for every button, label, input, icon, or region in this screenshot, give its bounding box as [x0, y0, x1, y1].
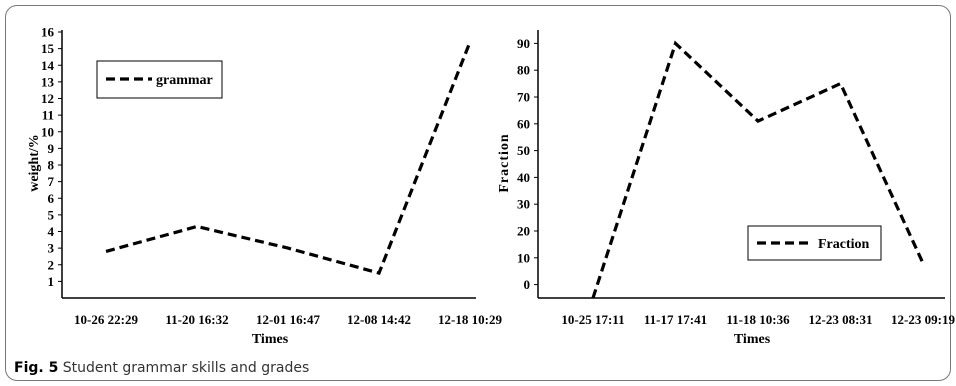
- grammar-y-tick-label: 7: [48, 174, 55, 189]
- grammar-y-tick-label: 4: [48, 224, 55, 239]
- fraction-series-line: [591, 40, 925, 298]
- fraction-y-tick-label: 50: [517, 143, 530, 158]
- fraction-x-tick-label: 12-23 09:19: [891, 312, 955, 327]
- grammar-y-tick-label: 13: [41, 74, 55, 89]
- fraction-y-tick-label: 10: [517, 250, 530, 265]
- fraction-y-axis-label: Fraction: [497, 133, 512, 192]
- fraction-y-tick-label: 60: [517, 116, 530, 131]
- grammar-y-tick-label: 15: [41, 41, 55, 56]
- fraction-legend: Fraction: [747, 225, 882, 261]
- chart-fraction: 0 10 20 30 40 50 60 70 80 90 10-25 17:11 11-17 17:…: [497, 30, 955, 347]
- grammar-x-tick-label: 12-08 14:42: [347, 312, 411, 327]
- grammar-y-tick-label: 8: [48, 158, 55, 173]
- grammar-legend: grammar: [96, 60, 223, 99]
- grammar-x-tick-label: 10-26 22:29: [74, 312, 138, 327]
- fraction-x-tick-label: 10-25 17:11: [561, 312, 624, 327]
- grammar-x-axis-label: Times: [252, 332, 289, 347]
- fraction-y-tick-label: 30: [517, 197, 530, 212]
- grammar-y-tick-label: 6: [48, 191, 55, 206]
- grammar-legend-label: grammar: [156, 73, 213, 88]
- grammar-y-tick-label: 5: [48, 207, 55, 222]
- grammar-y-tick-label: 1: [48, 274, 55, 289]
- fraction-y-tick-label: 70: [517, 90, 530, 105]
- grammar-y-axis-label: weight/%: [27, 134, 42, 192]
- grammar-x-tick-label: 12-18 10:29: [438, 312, 502, 327]
- fraction-y-tick-label: 90: [517, 36, 530, 51]
- grammar-y-tick-label: 14: [41, 58, 55, 73]
- grammar-x-tick-label: 12-01 16:47: [256, 312, 320, 327]
- fraction-x-tick-label: 11-17 17:41: [644, 312, 707, 327]
- grammar-y-tick-label: 3: [48, 241, 55, 256]
- fraction-legend-label: Fraction: [818, 237, 870, 252]
- fraction-y-tick-label: 0: [524, 277, 531, 292]
- fraction-y-tick-label: 20: [517, 224, 530, 239]
- fraction-x-tick-label: 12-23 08:31: [809, 312, 873, 327]
- fraction-legend-box: [747, 225, 882, 261]
- grammar-y-tick-label: 12: [41, 91, 54, 106]
- grammar-y-tick-label: 2: [48, 257, 55, 272]
- fraction-y-tick-label: 80: [517, 63, 530, 78]
- figure-caption: Fig. 5 Student grammar skills and grades: [14, 360, 309, 376]
- grammar-y-tick-label: 9: [48, 141, 55, 156]
- caption-text: Student grammar skills and grades: [58, 360, 310, 376]
- grammar-legend-box: [96, 60, 223, 99]
- grammar-series-line: [105, 41, 472, 276]
- caption-label: Fig. 5: [14, 360, 59, 376]
- grammar-y-tick-label: 11: [42, 108, 54, 123]
- grammar-x-tick-label: 11-20 16:32: [165, 312, 228, 327]
- fraction-x-axis-label: Times: [734, 332, 771, 347]
- fraction-x-tick-label: 11-18 10:36: [726, 312, 790, 327]
- fraction-y-tick-label: 40: [517, 170, 530, 185]
- grammar-y-tick-label: 16: [41, 25, 55, 40]
- grammar-y-tick-label: 10: [41, 124, 54, 139]
